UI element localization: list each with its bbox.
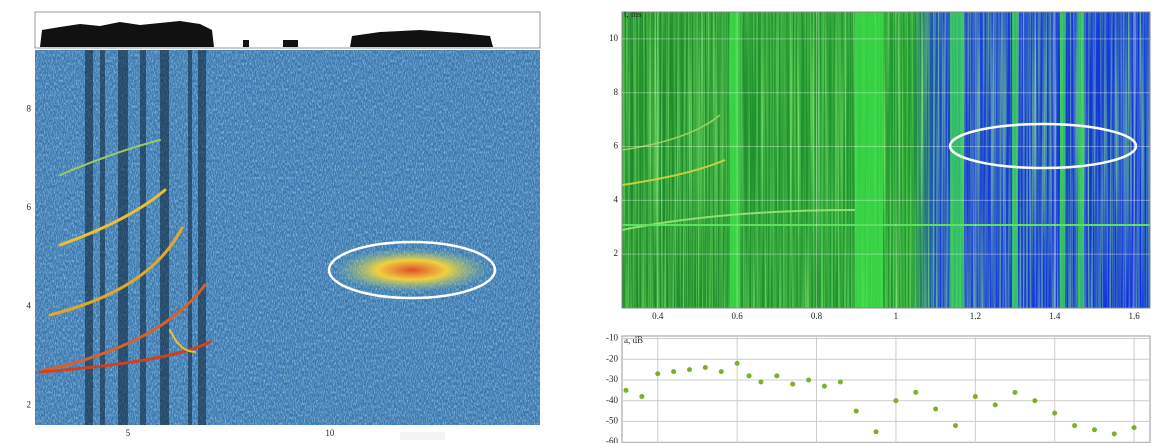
point xyxy=(774,373,780,379)
x-tick-label: 0.4 xyxy=(652,311,664,321)
x-tick-label: 5 xyxy=(126,428,131,438)
highlight-ellipse xyxy=(327,240,497,300)
y-tick-label: 2 xyxy=(27,399,32,409)
heatmap-noise xyxy=(622,12,1150,308)
point xyxy=(873,429,879,435)
point xyxy=(972,394,978,400)
bright-stripes xyxy=(730,12,1084,308)
x-tick-label: 1 xyxy=(894,311,899,321)
point xyxy=(702,365,708,371)
left-panel xyxy=(34,11,541,440)
anomaly xyxy=(334,248,490,292)
point xyxy=(992,402,998,408)
y-tick-label: 10 xyxy=(609,33,619,43)
point xyxy=(686,367,692,373)
point xyxy=(821,383,827,389)
x-tick-label: 1.2 xyxy=(970,311,981,321)
y-axis-label: a, dB xyxy=(624,335,643,345)
y-tick-label: -50 xyxy=(606,415,618,425)
y-tick-label: -20 xyxy=(606,353,618,363)
x-tick-label: 0.8 xyxy=(811,311,823,321)
point xyxy=(1052,410,1058,416)
point xyxy=(671,369,677,375)
y-tick-label: 4 xyxy=(27,301,32,311)
point xyxy=(837,379,843,385)
y-axis-label: t, ms xyxy=(624,9,642,19)
point xyxy=(734,360,740,366)
point xyxy=(639,394,645,400)
plot-frame xyxy=(621,335,1151,443)
highlight-ellipse xyxy=(948,122,1138,170)
y-tick-label: 8 xyxy=(27,103,32,113)
y-tick-label: -40 xyxy=(606,395,618,405)
y-tick-label: -60 xyxy=(606,436,618,443)
y-tick-label: 6 xyxy=(27,202,32,212)
amplitude-trace xyxy=(40,21,493,47)
y-tick-label: 2 xyxy=(614,248,619,258)
point xyxy=(1012,389,1018,395)
point xyxy=(1091,427,1097,433)
point xyxy=(806,377,812,383)
y-tick-label: 8 xyxy=(614,87,619,97)
plot-frame xyxy=(621,11,1151,309)
reflections xyxy=(621,114,1150,231)
point xyxy=(893,398,899,404)
scale-bar xyxy=(400,432,445,440)
y-tick-label: -30 xyxy=(606,374,618,384)
x-tick-label: 1.4 xyxy=(1049,311,1061,321)
hyperbolas xyxy=(38,139,212,374)
point xyxy=(1072,423,1078,429)
point xyxy=(952,423,958,429)
dark-stripes xyxy=(85,50,206,425)
y-tick-label: 4 xyxy=(614,194,619,204)
point xyxy=(933,406,939,412)
point xyxy=(853,408,859,414)
y-tick-label: 6 xyxy=(614,141,619,151)
point xyxy=(718,369,724,375)
point xyxy=(1111,431,1117,437)
point xyxy=(746,373,752,379)
point xyxy=(790,381,796,387)
x-tick-label: 1.6 xyxy=(1128,311,1140,321)
point xyxy=(655,371,661,377)
point xyxy=(758,379,764,385)
x-tick-label: 10 xyxy=(325,428,335,438)
point xyxy=(1131,425,1137,431)
point xyxy=(623,387,629,393)
right-panel: t, ms a, dB xyxy=(621,9,1151,443)
heatmap-noise xyxy=(35,50,540,425)
point xyxy=(913,389,919,395)
y-tick-label: -10 xyxy=(606,333,618,343)
x-tick-label: 0.6 xyxy=(732,311,744,321)
point xyxy=(1032,398,1038,404)
